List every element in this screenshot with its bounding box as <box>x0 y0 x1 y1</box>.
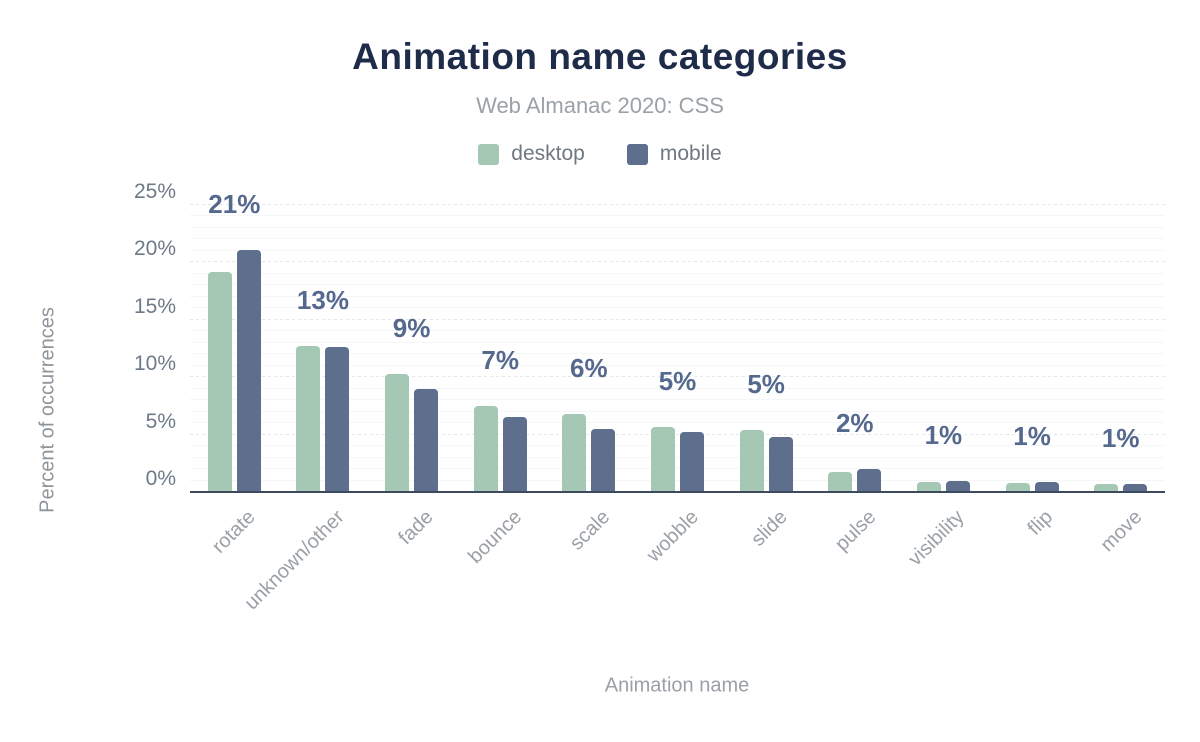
plot-area: 0% 5% 10% 15% 20% 25% 21% rotate 13% unknown/othe… <box>134 180 1165 614</box>
desktop-bar-scale[interactable] <box>562 413 587 492</box>
minor-gridline <box>190 364 1165 366</box>
minor-gridline <box>190 330 1165 332</box>
category-label-rotate: rotate <box>208 506 260 558</box>
y-tick-label: 5% <box>145 409 176 433</box>
mobile-bar-visibility[interactable] <box>945 480 970 492</box>
legend: desktop mobile <box>0 142 1200 166</box>
major-gridline <box>190 261 1165 263</box>
category-label-slide: slide <box>747 506 792 551</box>
desktop-bar-bounce[interactable] <box>473 405 498 492</box>
value-label: 6% <box>570 352 608 383</box>
major-gridline <box>190 376 1165 378</box>
minor-gridline <box>190 284 1165 286</box>
chart-subtitle: Web Almanac 2020: CSS <box>476 93 724 118</box>
value-label: 1% <box>924 419 963 450</box>
desktop-bar-fade[interactable] <box>385 373 410 492</box>
bar-group-flip: 1% flip <box>988 205 1077 540</box>
minor-gridline <box>190 238 1165 240</box>
minor-gridline <box>190 272 1165 274</box>
y-tick-label: 25% <box>133 180 176 203</box>
minor-gridline <box>190 422 1165 424</box>
value-label: 9% <box>392 312 431 343</box>
bar-group-bounce: 7% bounce <box>456 205 545 568</box>
bar-group-pulse: 2% pulse <box>810 205 899 555</box>
chart-title: Animation name categories <box>352 36 848 77</box>
minor-gridline <box>190 479 1165 481</box>
bar-group-visibility: 1% visibility <box>899 205 988 570</box>
mobile-bar-rotate[interactable] <box>236 249 261 492</box>
major-gridline <box>190 433 1165 435</box>
value-label: 5% <box>658 365 697 396</box>
category-label-move: move <box>1096 506 1147 557</box>
mobile-bar-flip[interactable] <box>1034 481 1059 492</box>
mobile-bar-move[interactable] <box>1123 483 1148 492</box>
category-label-bounce: bounce <box>463 506 526 568</box>
bar-group-slide: 5% slide <box>722 205 811 551</box>
desktop-bar-unknown-other[interactable] <box>296 346 321 492</box>
legend-label-desktop: desktop <box>511 142 585 165</box>
minor-gridline <box>190 387 1165 389</box>
minor-gridline <box>190 307 1165 309</box>
value-label: 1% <box>1013 420 1051 451</box>
value-label: 2% <box>835 408 874 439</box>
desktop-bar-slide[interactable] <box>739 430 764 492</box>
mobile-bar-bounce[interactable] <box>502 417 527 492</box>
bar-group-scale: 6% scale <box>545 205 634 555</box>
y-tick-label: 0% <box>145 467 176 490</box>
major-gridline <box>190 318 1165 320</box>
bar-group-move: 1% move <box>1076 205 1165 556</box>
minor-gridline <box>190 341 1165 343</box>
bar-group-rotate: 21% rotate <box>190 189 279 558</box>
bar-group-unknown-other: 13% unknown/other <box>240 205 368 614</box>
x-axis-title: Animation name <box>604 674 750 697</box>
minor-gridline <box>190 353 1165 355</box>
minor-gridline <box>190 445 1165 447</box>
value-label: 1% <box>1101 422 1140 453</box>
minor-gridline <box>190 295 1165 297</box>
category-label-visibility: visibility <box>904 506 969 571</box>
mobile-bar-scale[interactable] <box>591 428 616 492</box>
legend-item-mobile: mobile <box>626 142 722 166</box>
mobile-swatch-icon <box>626 143 648 165</box>
value-label: 5% <box>747 369 785 400</box>
legend-item-desktop: desktop <box>478 142 585 166</box>
category-label-flip: flip <box>1023 506 1058 540</box>
bar-group-fade: 9% fade <box>367 205 456 549</box>
minor-gridline <box>190 215 1165 217</box>
category-label-scale: scale <box>565 506 615 555</box>
desktop-bar-flip[interactable] <box>1005 482 1030 492</box>
mobile-bar-fade[interactable] <box>414 388 439 492</box>
minor-gridline <box>190 399 1165 401</box>
desktop-bar-move[interactable] <box>1094 483 1119 492</box>
y-tick-label: 20% <box>133 237 176 261</box>
y-tick-label: 10% <box>133 352 176 376</box>
mobile-bar-slide[interactable] <box>768 436 793 492</box>
legend-label-mobile: mobile <box>659 142 722 165</box>
desktop-bar-wobble[interactable] <box>650 426 675 492</box>
minor-gridline <box>190 456 1165 458</box>
y-axis-title: Percent of occurrences <box>36 307 59 513</box>
minor-gridline <box>190 410 1165 412</box>
category-label-pulse: pulse <box>830 506 881 556</box>
x-axis-line <box>190 491 1165 493</box>
bar-group-wobble: 5% wobble <box>633 205 722 566</box>
category-label-wobble: wobble <box>642 506 704 567</box>
desktop-bar-visibility[interactable] <box>916 481 941 492</box>
mobile-bar-pulse[interactable] <box>857 469 882 492</box>
minor-gridline <box>190 249 1165 251</box>
mobile-bar-unknown-other[interactable] <box>325 347 350 492</box>
y-tick-label: 15% <box>133 294 176 318</box>
mobile-bar-wobble[interactable] <box>679 432 704 492</box>
value-label: 13% <box>296 285 349 316</box>
value-label: 7% <box>481 344 520 375</box>
desktop-swatch-icon <box>478 143 500 165</box>
minor-gridline <box>190 468 1165 470</box>
desktop-bar-rotate[interactable] <box>207 271 232 492</box>
minor-gridline <box>190 226 1165 228</box>
category-label-fade: fade <box>394 506 438 550</box>
desktop-bar-pulse[interactable] <box>828 472 853 492</box>
value-label: 21% <box>208 188 261 219</box>
major-gridline <box>190 204 1165 205</box>
